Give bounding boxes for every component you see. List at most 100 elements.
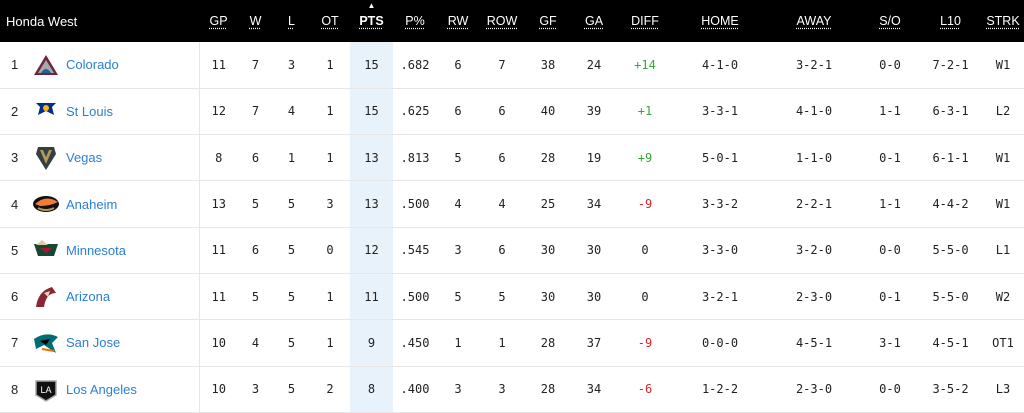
home-cell: 3-3-0 bbox=[701, 243, 739, 258]
table-row: 1 Colorado 11 7 3 1 15 .682 6 7 38 24 +14 4-1-0 3-2-1 0… bbox=[0, 42, 1024, 89]
rw-cell: 3 bbox=[454, 243, 462, 258]
strk-cell: L1 bbox=[995, 243, 1011, 258]
home-cell: 3-3-2 bbox=[701, 197, 739, 212]
w-cell: 6 bbox=[251, 150, 260, 165]
column-l10[interactable]: L10 bbox=[940, 14, 961, 28]
column-diff[interactable]: DIFF bbox=[631, 14, 659, 28]
home-cell: 0-0-0 bbox=[701, 335, 739, 350]
column-away[interactable]: AWAY bbox=[796, 14, 832, 28]
rank-cell: 2 bbox=[11, 103, 19, 119]
column-pts[interactable]: ▲ PTS bbox=[359, 1, 384, 29]
gp-cell: 11 bbox=[211, 289, 226, 304]
team-link[interactable]: Colorado bbox=[66, 57, 119, 73]
column-gf[interactable]: GF bbox=[539, 14, 557, 28]
ot-cell: 2 bbox=[326, 382, 334, 397]
home-cell: 1-2-2 bbox=[701, 382, 739, 397]
column-gp[interactable]: GP bbox=[209, 14, 228, 28]
table-row: 6 Arizona 11 5 5 1 11.500 5 5 30 30 0 3-2-1 2-3-0 0-1 5… bbox=[0, 273, 1024, 320]
minnesota-logo-icon bbox=[26, 227, 66, 273]
row-cell: 3 bbox=[498, 382, 506, 397]
l-cell: 5 bbox=[287, 197, 296, 212]
row-cell: 6 bbox=[498, 243, 506, 258]
so-cell: 0-0 bbox=[879, 57, 901, 72]
strk-cell: W2 bbox=[995, 289, 1011, 304]
pct-cell: .625 bbox=[400, 104, 430, 119]
gf-cell: 38 bbox=[540, 57, 556, 72]
ga-cell: 34 bbox=[586, 197, 602, 212]
home-cell: 4-1-0 bbox=[701, 57, 739, 72]
row-cell: 6 bbox=[498, 150, 506, 165]
rw-cell: 5 bbox=[454, 289, 462, 304]
gp-cell: 10 bbox=[211, 382, 226, 397]
strk-cell: L2 bbox=[995, 104, 1011, 119]
anaheim-logo-icon bbox=[26, 181, 66, 227]
table-row: 4 Anaheim 13 5 5 3 13 .500 4 4 25 34 -9 3-3-2 2-2-1 1-1… bbox=[0, 180, 1024, 228]
team-link[interactable]: Arizona bbox=[66, 289, 111, 305]
gp-cell: 13 bbox=[211, 197, 226, 212]
ot-cell: 1 bbox=[326, 57, 334, 72]
column-rw[interactable]: RW bbox=[447, 14, 469, 28]
team-link[interactable]: Anaheim bbox=[66, 196, 118, 212]
strk-cell: W1 bbox=[995, 150, 1011, 165]
rw-cell: 3 bbox=[454, 382, 462, 397]
ga-cell: 37 bbox=[586, 335, 602, 350]
team-link[interactable]: San Jose bbox=[66, 335, 121, 351]
column-so[interactable]: S/O bbox=[879, 14, 901, 28]
rw-cell: 6 bbox=[454, 57, 462, 72]
gp-cell: 11 bbox=[211, 243, 226, 258]
pts-cell: 9 bbox=[350, 319, 393, 367]
diff-cell: +9 bbox=[637, 150, 653, 165]
column-ot[interactable]: OT bbox=[321, 14, 339, 28]
so-cell: 0-1 bbox=[879, 150, 901, 165]
ot-cell: 1 bbox=[326, 150, 334, 165]
l10-cell: 6-1-1 bbox=[932, 150, 969, 165]
strk-cell: L3 bbox=[995, 382, 1011, 397]
l10-cell: 7-2-1 bbox=[932, 57, 969, 72]
column-ga[interactable]: GA bbox=[584, 14, 604, 28]
sort-asc-icon: ▲ bbox=[367, 1, 376, 10]
w-cell: 5 bbox=[251, 289, 260, 304]
rank-cell: 5 bbox=[11, 242, 19, 258]
column-pct[interactable]: P% bbox=[405, 14, 425, 28]
column-l[interactable]: L bbox=[288, 14, 295, 28]
arizona-logo-icon bbox=[26, 273, 66, 319]
column-strk[interactable]: STRK bbox=[986, 14, 1020, 28]
pts-cell: 11 bbox=[350, 273, 393, 320]
pct-cell: .450 bbox=[400, 335, 430, 350]
so-cell: 0-0 bbox=[879, 382, 901, 397]
team-link[interactable]: Los Angeles bbox=[66, 381, 137, 397]
l10-cell: 4-5-1 bbox=[932, 335, 969, 350]
w-cell: 7 bbox=[251, 57, 260, 72]
table-row: 2 St Louis 12 7 4 1 15 .625 6 6 40 39 +1 3-3-1 4-1-0 1-… bbox=[0, 88, 1024, 135]
ga-cell: 30 bbox=[586, 243, 602, 258]
row-cell: 1 bbox=[498, 335, 506, 350]
diff-cell: +1 bbox=[637, 104, 653, 119]
division-title: Honda West bbox=[6, 13, 78, 29]
l10-cell: 5-5-0 bbox=[932, 243, 969, 258]
ga-cell: 30 bbox=[586, 289, 602, 304]
gf-cell: 28 bbox=[540, 150, 556, 165]
pts-cell: 8 bbox=[350, 366, 393, 413]
rw-cell: 1 bbox=[454, 335, 462, 350]
away-cell: 2-2-1 bbox=[795, 197, 833, 212]
gp-cell: 10 bbox=[211, 335, 226, 350]
column-row[interactable]: ROW bbox=[486, 14, 518, 28]
strk-cell: OT1 bbox=[992, 335, 1014, 350]
row-cell: 5 bbox=[498, 289, 506, 304]
pct-cell: .400 bbox=[400, 382, 430, 397]
l-cell: 1 bbox=[287, 150, 296, 165]
so-cell: 3-1 bbox=[879, 335, 901, 350]
column-w[interactable]: W bbox=[249, 14, 262, 28]
away-cell: 3-2-1 bbox=[795, 57, 833, 72]
gf-cell: 28 bbox=[540, 382, 556, 397]
ot-cell: 3 bbox=[326, 197, 334, 212]
rank-cell: 4 bbox=[11, 196, 19, 212]
column-home[interactable]: HOME bbox=[701, 14, 739, 28]
rank-cell: 3 bbox=[11, 150, 19, 166]
team-link[interactable]: Vegas bbox=[66, 150, 103, 166]
pct-cell: .545 bbox=[400, 243, 430, 258]
l-cell: 3 bbox=[287, 57, 296, 72]
w-cell: 4 bbox=[251, 335, 260, 350]
team-link[interactable]: Minnesota bbox=[66, 242, 126, 258]
team-link[interactable]: St Louis bbox=[66, 103, 113, 119]
